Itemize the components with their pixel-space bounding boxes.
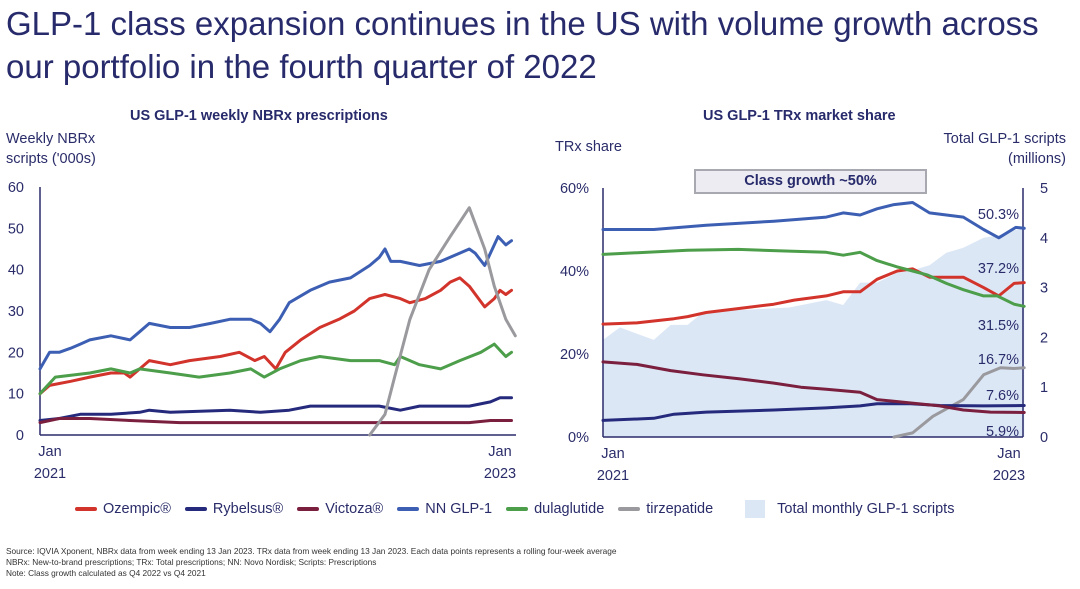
left-chart-title: US GLP-1 weekly NBRx prescriptions: [130, 108, 388, 124]
right-end-label-dulaglutide: 31.5%: [978, 318, 1019, 334]
legend-item-victoza: Victoza®: [297, 501, 383, 517]
right-y2-tick-label: 5: [1040, 181, 1048, 197]
left-y-tick-label: 60: [8, 180, 24, 196]
left-y-axis-label-line1: Weekly NBRx: [6, 131, 96, 147]
right-x-tick-label: Jan: [601, 446, 624, 462]
legend-label: tirzepatide: [646, 501, 714, 517]
left-y-axis-label: Weekly NBRx scripts ('000s): [6, 129, 96, 169]
left-line-dulaglutide: [38, 342, 513, 396]
right-y-axis-label: TRx share: [555, 139, 622, 155]
left-line-ozempic: [38, 276, 513, 396]
right-line-rybelsus: [601, 402, 1026, 422]
left-line-tirzepatide: [368, 206, 517, 437]
left-y-axis-label-line2: scripts ('000s): [6, 151, 96, 167]
left-x-tick-label: Jan: [488, 444, 511, 460]
class-growth-annotation: Class growth ~50%: [694, 169, 927, 194]
right-end-label-tirzepatide: 16.7%: [978, 352, 1019, 368]
right-line-victoza: [601, 360, 1026, 414]
right-y-tick-label: 0%: [568, 430, 589, 446]
footnote-note: Note: Class growth calculated as Q4 2022…: [6, 568, 206, 578]
right-y2-axis-label-line1: Total GLP-1 scripts: [943, 131, 1067, 147]
right-end-label-nn_glp1: 50.3%: [978, 207, 1019, 223]
right-chart-title: US GLP-1 TRx market share: [703, 108, 896, 124]
legend-label: Total monthly GLP-1 scripts: [777, 501, 955, 517]
legend-swatch-victoza: [297, 507, 320, 511]
right-x-tick-year: 2021: [597, 468, 629, 484]
left-y-tick-label: 30: [8, 304, 24, 320]
right-line-ozempic: [601, 267, 1026, 326]
left-line-victoza: [38, 417, 513, 425]
left-y-tick-label: 50: [8, 221, 24, 237]
right-x-tick-year: 2023: [993, 468, 1025, 484]
slide-title: GLP-1 class expansion continues in the U…: [6, 5, 1039, 85]
legend-swatch-tirzepatide: [618, 507, 641, 511]
right-line-dulaglutide: [601, 247, 1026, 308]
right-y2-axis-label-line2: (millions): [1008, 151, 1066, 167]
right-y2-tick-label: 1: [1040, 380, 1048, 396]
right-y2-axis-label: Total GLP-1 scripts (millions): [944, 129, 1067, 169]
legend-item-area: Total monthly GLP-1 scripts: [727, 500, 954, 518]
left-line-nn_glp1: [38, 235, 513, 371]
right-end-label-rybelsus: 7.6%: [986, 388, 1019, 404]
right-y2-tick-label: 0: [1040, 430, 1048, 446]
legend-item-nn_glp1: NN GLP-1: [397, 501, 492, 517]
legend-item-rybelsus: Rybelsus®: [184, 501, 284, 517]
right-y-tick-label: 60%: [560, 181, 589, 197]
legend-label: NN GLP-1: [425, 501, 493, 517]
legend-swatch-rybelsus: [184, 507, 207, 511]
right-y2-tick-label: 3: [1040, 281, 1048, 297]
right-y2-tick-label: 2: [1040, 330, 1048, 346]
left-x-tick-year: 2021: [34, 466, 66, 482]
left-y-tick-label: 20: [8, 345, 24, 361]
right-y2-tick-label: 4: [1040, 231, 1048, 247]
footnote-abbreviations: NBRx: New-to-brand prescriptions; TRx: T…: [6, 557, 377, 567]
legend-swatch-dulaglutide: [506, 507, 529, 511]
right-y-tick-label: 20%: [560, 347, 589, 363]
legend-item-dulaglutide: dulaglutide: [506, 501, 604, 517]
legend-label: Victoza®: [325, 501, 384, 517]
footnotes: Source: IQVIA Xponent, NBRx data from we…: [6, 546, 617, 579]
legend-item-ozempic: Ozempic®: [75, 501, 171, 517]
left-x-tick-label: Jan: [38, 444, 61, 460]
left-y-tick-label: 10: [8, 387, 24, 403]
right-line-nn_glp1: [601, 201, 1026, 240]
legend-item-tirzepatide: tirzepatide: [618, 501, 713, 517]
legend: Ozempic® Rybelsus® Victoza® NN GLP-1 dulaglu…: [75, 500, 968, 518]
right-y-tick-label: 40%: [560, 264, 589, 280]
right-end-label-ozempic: 37.2%: [978, 261, 1019, 277]
right-area-total-scripts: [603, 227, 1025, 437]
legend-swatch-ozempic: [75, 507, 97, 511]
left-line-rybelsus: [38, 396, 513, 422]
legend-label: Rybelsus®: [212, 501, 284, 517]
left-x-tick-year: 2023: [484, 466, 516, 482]
legend-label: dulaglutide: [534, 501, 605, 517]
left-y-tick-label: 40: [8, 263, 24, 279]
right-end-label-victoza: 5.9%: [986, 424, 1019, 440]
legend-label: Ozempic®: [103, 501, 171, 517]
legend-swatch-nn_glp1: [397, 507, 420, 511]
left-y-tick-label: 0: [16, 428, 24, 444]
legend-swatch-area: [745, 500, 766, 518]
footnote-source: Source: IQVIA Xponent, NBRx data from we…: [6, 546, 617, 556]
right-line-tirzepatide: [892, 366, 1026, 439]
right-x-tick-label: Jan: [997, 446, 1020, 462]
